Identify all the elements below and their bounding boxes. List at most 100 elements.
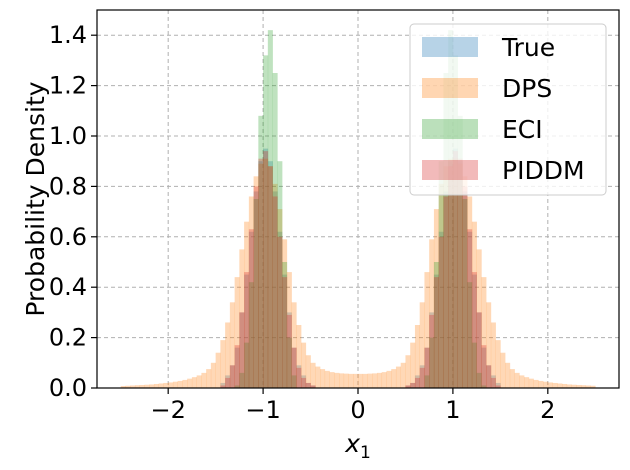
histogram-bar-dps (490, 322, 496, 388)
histogram-bar-piddm (310, 385, 316, 388)
histogram-bar-dps (424, 272, 430, 388)
histogram-bar-dps (376, 372, 383, 388)
histogram-bar-piddm (495, 385, 501, 388)
y-tick-label: 1.0 (49, 122, 87, 150)
y-tick-label: 0.0 (49, 374, 87, 402)
histogram-bar-eci (239, 372, 245, 388)
histogram-bar-true (462, 191, 468, 388)
histogram-bar-piddm (462, 186, 468, 388)
legend-label-eci: ECI (502, 115, 543, 144)
legend-swatch-dps (422, 78, 478, 98)
histogram-bar-dps (462, 176, 468, 388)
histogram-bar-eci (438, 161, 444, 388)
x-tick-label: −2 (150, 396, 185, 424)
histogram-bar-dps (514, 372, 520, 388)
histogram-bar-dps (576, 384, 582, 388)
y-axis-label: Probability Density (21, 81, 50, 316)
histogram-bar-dps (590, 385, 596, 388)
histogram-bar-dps (429, 239, 435, 388)
histogram-bar-true (234, 347, 240, 388)
histogram-bar-eci (476, 372, 482, 388)
histogram-bar-dps (282, 239, 288, 388)
histogram-bar-piddm (448, 166, 454, 388)
histogram-bar-dps (291, 302, 297, 388)
histogram-bar-dps (343, 373, 349, 388)
histogram-bar-dps (481, 277, 487, 388)
y-tick-label: 1.4 (49, 21, 87, 49)
histogram-bar-dps (168, 382, 174, 388)
histogram-bar-dps (339, 373, 345, 388)
histogram-bar-dps (210, 362, 216, 388)
histogram-bar-dps (263, 158, 269, 388)
histogram-bar-dps (182, 379, 188, 388)
histogram-bar-true (490, 375, 496, 388)
histogram-bar-piddm (490, 377, 496, 388)
histogram-bar-eci (248, 282, 254, 388)
histogram-bar-piddm (253, 186, 259, 388)
x-tick-label: −1 (245, 396, 280, 424)
histogram-bar-true (248, 231, 254, 388)
histogram-bar-piddm (263, 151, 269, 388)
histogram-bar-dps (272, 183, 278, 388)
x-axis-label-subscript: 1 (360, 443, 371, 463)
histogram-bar-dps (229, 302, 235, 388)
histogram-bar-piddm (457, 158, 463, 388)
histogram-bar-eci (286, 337, 292, 388)
histogram-bar-dps (215, 352, 221, 388)
histogram-bar-eci (429, 337, 435, 388)
histogram-bar-piddm (438, 236, 444, 388)
series-piddm-bars (220, 151, 501, 388)
histogram-bar-dps (524, 377, 530, 388)
legend-label-true: True (501, 33, 555, 62)
histogram-bar-piddm (471, 272, 477, 388)
histogram-bar-eci (272, 73, 278, 388)
histogram-bar-dps (153, 383, 159, 388)
histogram-bar-piddm (410, 382, 416, 388)
histogram-bar-dps (381, 372, 387, 388)
histogram-bar-true (253, 191, 259, 388)
histogram-bar-dps (538, 380, 544, 388)
histogram-bar-piddm (272, 196, 278, 388)
y-tick-label: 0.2 (49, 324, 87, 352)
histogram-bar-eci (457, 115, 463, 388)
histogram-bar-dps (296, 325, 302, 388)
histogram-bar-piddm (419, 367, 425, 388)
histogram-bar-true (263, 148, 269, 388)
histogram-bar-piddm (248, 229, 254, 388)
histogram-bar-piddm (476, 312, 482, 388)
histogram-bar-dps (225, 322, 231, 388)
histogram-bar-dps (315, 366, 321, 388)
histogram-bar-dps (324, 370, 330, 388)
histogram-bar-dps (239, 249, 245, 388)
histogram-bar-true (410, 382, 416, 388)
histogram-bar-dps (125, 385, 131, 388)
histogram-bar-dps (433, 209, 439, 388)
y-tick-label: 0.8 (49, 172, 87, 200)
histogram-bar-dps (486, 302, 492, 388)
histogram-bar-true (481, 347, 487, 388)
histogram-bar-true (471, 274, 477, 388)
histogram-bar-dps (130, 385, 136, 388)
histogram-bar-piddm (234, 345, 240, 388)
histogram-bar-eci (277, 161, 283, 388)
histogram-bar-true (244, 274, 250, 388)
histogram-bar-dps (253, 176, 259, 388)
histogram-bar-dps (348, 373, 354, 388)
histogram-bar-eci (471, 342, 477, 388)
histogram-bar-eci (433, 262, 439, 388)
histogram-bar-dps (476, 249, 482, 388)
histogram-bar-true (495, 382, 501, 388)
histogram-bar-dps (419, 302, 425, 388)
histogram-bar-true (429, 312, 435, 388)
histogram-bar-eci (452, 55, 458, 389)
histogram-bar-eci (263, 55, 269, 389)
histogram-bar-dps (467, 196, 473, 388)
histogram-bar-dps (405, 355, 411, 388)
series-dps-bars (120, 158, 596, 388)
histogram-bar-dps (362, 373, 368, 388)
histogram-bar-dps (191, 377, 197, 388)
histogram-bar-true (291, 347, 297, 388)
histogram-bar-eci (291, 375, 297, 388)
legend: True DPS ECI PIDDM (409, 23, 607, 196)
